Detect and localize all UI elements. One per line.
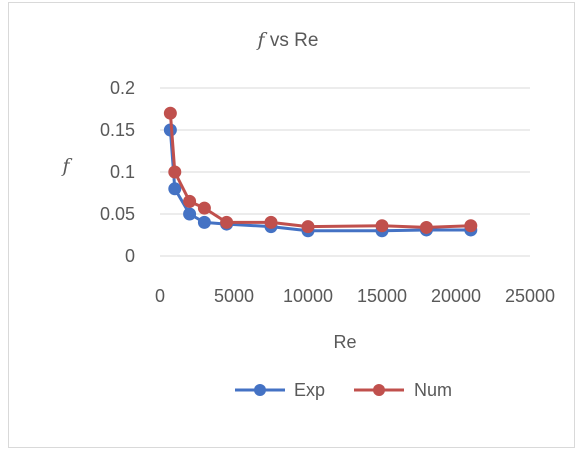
legend-item-exp: Exp [235,380,325,400]
series-line-num [168,113,471,229]
x-tick-label: 20000 [431,286,481,306]
series-line-exp [168,129,471,233]
legend-item-num: Num [354,380,452,400]
chart-title-rest: vs Re [265,30,319,51]
y-tick-label: 0.2 [110,78,135,98]
x-tick-labels: 0 5000 10000 15000 20000 25000 [155,286,555,306]
y-tick-label: 0.1 [110,162,135,182]
y-tick-label: 0 [125,246,135,266]
legend-swatch-marker [373,384,385,396]
data-point-num [464,219,478,233]
data-point-exp [183,207,197,221]
data-point-num [264,215,278,229]
legend: Exp Num [235,380,452,400]
series-layer [163,106,478,238]
x-axis-label: Re [333,332,356,352]
data-point-num [197,201,211,215]
legend-label: Exp [294,380,325,400]
series-exp [163,123,478,238]
grid-layer [160,87,530,257]
data-point-num [168,165,182,179]
y-tick-label: 0.15 [100,120,135,140]
data-point-num [220,215,234,229]
x-tick-label: 5000 [214,286,254,306]
y-tick-labels: 0 0.05 0.1 0.15 0.2 [100,78,135,266]
data-point-exp [197,215,211,229]
x-tick-label: 0 [155,286,165,306]
x-tick-label: 25000 [505,286,555,306]
y-axis-label: f [60,155,72,177]
data-point-num [375,219,389,233]
chart-title: f vs Re [256,29,319,51]
x-tick-label: 10000 [283,286,333,306]
data-point-num [183,194,197,208]
legend-swatch-marker [254,384,266,396]
data-point-exp [168,182,182,196]
data-point-num [163,106,177,120]
x-tick-label: 15000 [357,286,407,306]
y-tick-label: 0.05 [100,204,135,224]
data-point-num [301,220,315,234]
legend-label: Num [414,380,452,400]
data-point-num [419,220,433,234]
chart-title-symbol: f [256,29,268,51]
series-num [163,106,478,234]
